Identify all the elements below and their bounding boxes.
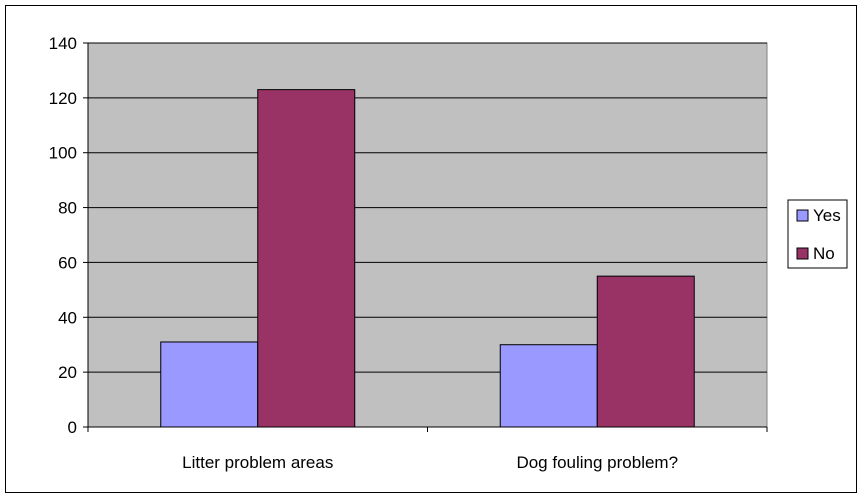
y-tick-label: 140 xyxy=(49,34,77,53)
bars xyxy=(160,89,695,428)
legend-label-yes: Yes xyxy=(813,206,841,225)
bar-no-0 xyxy=(257,89,356,428)
legend-label-no: No xyxy=(813,244,835,263)
y-tick-label: 100 xyxy=(49,144,77,163)
x-axis-labels: Litter problem areas Dog fouling problem? xyxy=(182,453,678,472)
legend-swatch-yes xyxy=(796,209,809,222)
bar-yes-1 xyxy=(499,344,598,428)
bar-yes-0 xyxy=(160,341,259,428)
y-tick-label: 80 xyxy=(58,199,77,218)
x-category-label: Dog fouling problem? xyxy=(516,453,678,472)
y-tick-label: 20 xyxy=(58,363,77,382)
y-tick-label: 0 xyxy=(68,418,77,437)
legend: Yes No xyxy=(787,199,848,269)
y-tick-label: 120 xyxy=(49,89,77,108)
y-tick-label: 60 xyxy=(58,253,77,272)
legend-swatch-no xyxy=(796,247,809,260)
bar-no-1 xyxy=(596,275,695,428)
y-tick-label: 40 xyxy=(58,308,77,327)
x-category-label: Litter problem areas xyxy=(182,453,333,472)
axis-ticks: 0 20 40 60 80 100 120 140 xyxy=(49,34,768,437)
